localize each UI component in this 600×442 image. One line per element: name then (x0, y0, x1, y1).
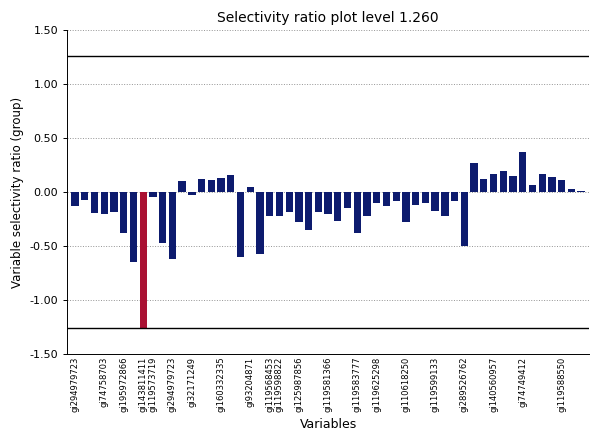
Bar (577, 191, 585, 192)
Bar (266, 192, 274, 216)
Bar (461, 192, 468, 246)
Bar (441, 192, 449, 216)
Bar (276, 192, 283, 216)
Bar (159, 192, 166, 243)
Bar (500, 171, 507, 192)
Bar (315, 192, 322, 212)
Bar (480, 179, 487, 192)
Bar (237, 192, 244, 257)
Bar (529, 185, 536, 192)
Bar (247, 187, 254, 192)
Bar (519, 152, 526, 192)
Bar (130, 192, 137, 262)
Bar (334, 192, 341, 221)
Bar (91, 192, 98, 213)
Bar (539, 174, 546, 192)
Bar (373, 192, 380, 203)
Bar (364, 192, 371, 216)
Bar (217, 178, 225, 192)
Bar (140, 192, 147, 329)
Bar (392, 192, 400, 201)
Bar (422, 192, 429, 203)
Bar (403, 192, 410, 222)
Bar (71, 192, 79, 206)
Bar (149, 192, 157, 197)
Bar (295, 192, 302, 222)
Bar (198, 179, 205, 192)
Bar (451, 192, 458, 201)
Bar (353, 192, 361, 233)
Bar (325, 192, 332, 214)
Bar (305, 192, 312, 230)
Bar (568, 189, 575, 192)
Bar (178, 181, 186, 192)
Bar (188, 192, 196, 195)
Bar (470, 163, 478, 192)
Bar (412, 192, 419, 205)
Bar (431, 192, 439, 210)
Y-axis label: Variable selectivity ratio (group): Variable selectivity ratio (group) (11, 97, 24, 288)
Bar (169, 192, 176, 259)
Bar (558, 180, 565, 192)
Bar (110, 192, 118, 212)
Bar (227, 175, 235, 192)
Bar (101, 192, 108, 214)
Bar (120, 192, 127, 233)
X-axis label: Variables: Variables (299, 418, 357, 431)
Bar (286, 192, 293, 212)
Bar (383, 192, 390, 206)
Bar (548, 177, 556, 192)
Title: Selectivity ratio plot level 1.260: Selectivity ratio plot level 1.260 (217, 11, 439, 25)
Bar (490, 174, 497, 192)
Bar (344, 192, 351, 208)
Bar (509, 176, 517, 192)
Bar (81, 192, 88, 200)
Bar (256, 192, 263, 254)
Bar (208, 180, 215, 192)
